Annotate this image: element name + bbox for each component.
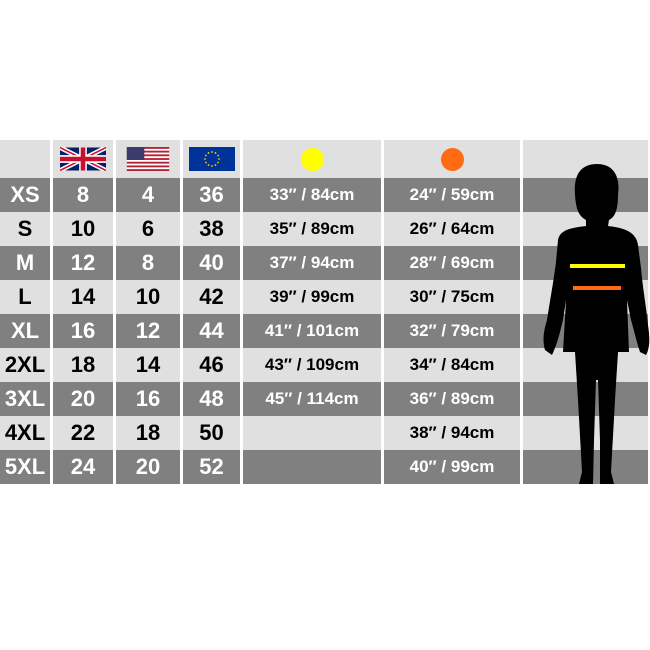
waist-cell: 26″ / 64cm (384, 212, 520, 246)
figure-band-cell (523, 416, 648, 450)
size-cell: XS (0, 178, 50, 212)
bust-cell: 33″ / 84cm (243, 178, 381, 212)
uk-cell: 18 (53, 348, 113, 382)
us-cell: 14 (116, 348, 180, 382)
us-header-cell (116, 140, 180, 178)
bust-cell (243, 450, 381, 484)
uk-cell: 22 (53, 416, 113, 450)
eu-cell: 42 (183, 280, 240, 314)
eu-cell: 50 (183, 416, 240, 450)
bust-header-cell (243, 140, 381, 178)
eu-cell: 48 (183, 382, 240, 416)
uk-cell: 24 (53, 450, 113, 484)
eu-cell: 52 (183, 450, 240, 484)
figure-band-cell (523, 382, 648, 416)
us-cell: 18 (116, 416, 180, 450)
us-cell: 6 (116, 212, 180, 246)
figure-band-cell (523, 178, 648, 212)
waist-header-cell (384, 140, 520, 178)
us-cell: 10 (116, 280, 180, 314)
figure-band-cell (523, 450, 648, 484)
eu-cell: 36 (183, 178, 240, 212)
eu-cell: 44 (183, 314, 240, 348)
figure-band-cell (523, 280, 648, 314)
waist-cell: 34″ / 84cm (384, 348, 520, 382)
size-cell: 5XL (0, 450, 50, 484)
waist-cell: 32″ / 79cm (384, 314, 520, 348)
bust-cell (243, 416, 381, 450)
uk-cell: 10 (53, 212, 113, 246)
size-cell: 3XL (0, 382, 50, 416)
figure-header-cell (523, 140, 648, 178)
waist-cell: 24″ / 59cm (384, 178, 520, 212)
us-cell: 12 (116, 314, 180, 348)
eu-flag-icon (188, 147, 235, 171)
figure-band-cell (523, 314, 648, 348)
size-chart-table: XS 8 4 36 33″ / 84cm 24″ / 59cm S 10 6 38 35″ / 89… (0, 140, 650, 484)
eu-cell: 38 (183, 212, 240, 246)
uk-cell: 20 (53, 382, 113, 416)
size-cell: S (0, 212, 50, 246)
uk-flag-icon (60, 147, 106, 171)
waist-cell: 28″ / 69cm (384, 246, 520, 280)
us-cell: 20 (116, 450, 180, 484)
bust-cell: 39″ / 99cm (243, 280, 381, 314)
bust-cell: 43″ / 109cm (243, 348, 381, 382)
us-flag-icon (126, 147, 170, 171)
eu-cell: 46 (183, 348, 240, 382)
size-cell: L (0, 280, 50, 314)
uk-cell: 12 (53, 246, 113, 280)
uk-cell: 14 (53, 280, 113, 314)
uk-header-cell (53, 140, 113, 178)
eu-header-cell (183, 140, 240, 178)
us-cell: 4 (116, 178, 180, 212)
eu-cell: 40 (183, 246, 240, 280)
size-cell: XL (0, 314, 50, 348)
size-cell: M (0, 246, 50, 280)
bust-cell: 35″ / 89cm (243, 212, 381, 246)
bust-cell: 41″ / 101cm (243, 314, 381, 348)
waist-cell: 40″ / 99cm (384, 450, 520, 484)
uk-cell: 16 (53, 314, 113, 348)
uk-cell: 8 (53, 178, 113, 212)
waist-marker-icon (440, 147, 464, 171)
waist-cell: 38″ / 94cm (384, 416, 520, 450)
size-cell: 2XL (0, 348, 50, 382)
bust-cell: 37″ / 94cm (243, 246, 381, 280)
bust-marker-icon (300, 147, 324, 171)
us-cell: 16 (116, 382, 180, 416)
figure-band-cell (523, 348, 648, 382)
figure-band-cell (523, 212, 648, 246)
waist-cell: 36″ / 89cm (384, 382, 520, 416)
waist-cell: 30″ / 75cm (384, 280, 520, 314)
bust-cell: 45″ / 114cm (243, 382, 381, 416)
size-header-cell (0, 140, 50, 178)
size-cell: 4XL (0, 416, 50, 450)
us-cell: 8 (116, 246, 180, 280)
figure-band-cell (523, 246, 648, 280)
